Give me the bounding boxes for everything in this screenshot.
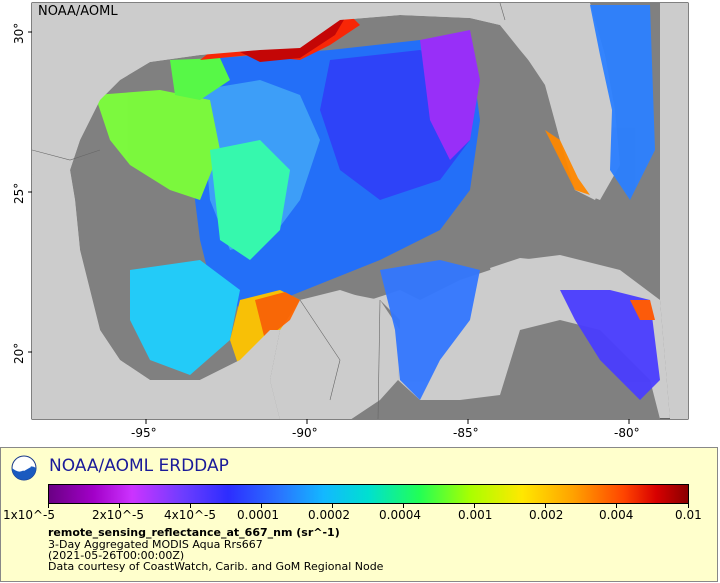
- colorbar-tick: [616, 504, 617, 508]
- colorbar-label: 0.0002: [308, 508, 350, 522]
- yucatan-land: [270, 292, 400, 419]
- colorbar-tick: [48, 504, 49, 508]
- map-canvas: [28, 2, 689, 424]
- colorbar-tick: [119, 504, 120, 508]
- colorbar-label: 0.0001: [237, 508, 279, 522]
- legend-panel: NOAA/AOML ERDDAP 1x10^-5 2x10^-5 4x10^-5…: [0, 447, 718, 582]
- colorbar-tick: [545, 504, 546, 508]
- colorbar-label: 0.01: [675, 508, 702, 522]
- colorbar-label: 0.0004: [379, 508, 421, 522]
- colorbar-tick: [403, 504, 404, 508]
- colorbar: [48, 484, 689, 504]
- colorbar-tick: [688, 504, 689, 508]
- colorbar-label: 0.004: [599, 508, 634, 522]
- colorbar-label: 1x10^-5: [3, 508, 56, 522]
- noaa-logo-icon: [11, 455, 37, 481]
- legend-title: NOAA/AOML ERDDAP: [49, 456, 229, 476]
- y-tick-label: 25°: [12, 182, 26, 204]
- map-watermark: NOAA/AOML: [38, 4, 118, 19]
- colorbar-tick: [474, 504, 475, 508]
- variable-name: remote_sensing_reflectance_at_667_nm (sr…: [48, 526, 340, 539]
- reflectance-field: [95, 5, 660, 400]
- x-tick-label: -85°: [453, 426, 479, 440]
- y-tick-label: 20°: [12, 342, 26, 364]
- colorbar-label: 0.001: [458, 508, 493, 522]
- colorbar-label: 0.002: [529, 508, 564, 522]
- dataset-time: (2021-05-26T00:00:00Z): [48, 549, 185, 562]
- colorbar-label: 2x10^-5: [92, 508, 145, 522]
- colorbar-tick: [190, 504, 191, 508]
- colorbar-tick: [332, 504, 333, 508]
- colorbar-tick: [261, 504, 262, 508]
- dataset-title: 3-Day Aggregated MODIS Aqua Rrs667: [48, 538, 263, 551]
- axis-ticks: [28, 31, 630, 424]
- x-tick-label: -95°: [131, 426, 157, 440]
- y-tick-label: 30°: [12, 22, 26, 44]
- us-coast: [32, 3, 590, 175]
- x-tick-label: -80°: [614, 426, 640, 440]
- florida-land: [470, 3, 615, 200]
- colorbar-label: 4x10^-5: [164, 508, 217, 522]
- border-lines: [32, 3, 506, 419]
- bahamas-land: [660, 3, 688, 419]
- x-tick-label: -90°: [292, 426, 318, 440]
- map-area: NOAA/AOML -95° -90° -85° -80° 30° 25° 20…: [12, 2, 689, 440]
- mexico-land: [32, 170, 280, 419]
- data-credit: Data courtesy of CoastWatch, Carib. and …: [48, 560, 384, 573]
